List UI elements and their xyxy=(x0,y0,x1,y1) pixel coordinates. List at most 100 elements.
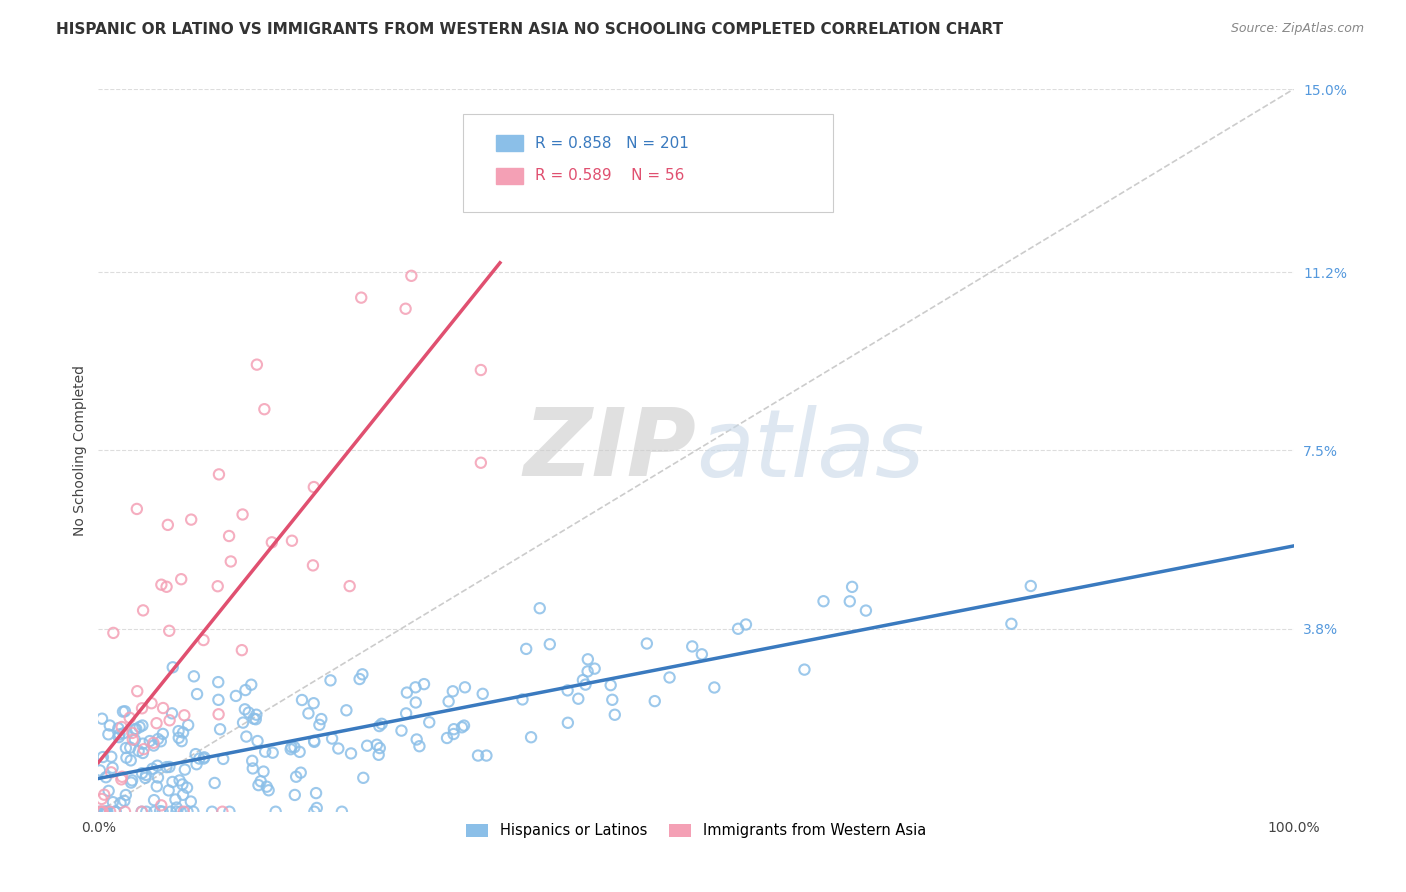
Point xyxy=(120,753,142,767)
Point xyxy=(453,718,475,732)
Point xyxy=(413,677,436,691)
Point xyxy=(302,733,325,747)
Point xyxy=(193,751,215,765)
Point xyxy=(135,768,157,782)
Point xyxy=(110,796,132,810)
Point xyxy=(231,643,253,657)
Point xyxy=(157,624,180,638)
Point xyxy=(143,805,166,819)
Point xyxy=(356,739,378,753)
Point xyxy=(408,739,430,754)
Point xyxy=(441,684,464,698)
Point xyxy=(110,772,132,787)
Point xyxy=(97,784,120,798)
Point xyxy=(124,732,146,747)
Point xyxy=(89,805,111,819)
Point xyxy=(249,774,271,789)
Point xyxy=(176,780,198,795)
Point xyxy=(520,730,543,744)
Point xyxy=(155,580,177,594)
Point xyxy=(793,663,815,677)
Point xyxy=(127,684,149,698)
Point xyxy=(208,467,231,482)
Point xyxy=(131,718,153,732)
Point xyxy=(207,579,229,593)
Point xyxy=(257,783,280,797)
Point xyxy=(94,770,117,784)
Point xyxy=(603,707,626,722)
Point xyxy=(330,805,353,819)
Point xyxy=(101,761,124,775)
Point xyxy=(727,622,749,636)
Point xyxy=(128,744,150,758)
Point xyxy=(567,691,589,706)
Point xyxy=(538,637,561,651)
Point xyxy=(146,771,169,785)
Point xyxy=(280,742,302,756)
Point xyxy=(246,358,269,372)
Point xyxy=(131,701,153,715)
Point xyxy=(391,723,413,738)
Point xyxy=(242,712,264,726)
Point xyxy=(352,771,374,785)
Point xyxy=(173,763,195,777)
Point xyxy=(193,633,215,648)
Point xyxy=(515,641,537,656)
Point xyxy=(219,554,242,568)
Point xyxy=(235,683,257,698)
Point xyxy=(120,740,142,755)
Point xyxy=(93,805,115,819)
Point xyxy=(436,731,458,745)
Point xyxy=(104,805,127,819)
Point xyxy=(149,804,172,818)
Point xyxy=(703,681,725,695)
Point xyxy=(576,652,599,666)
Point xyxy=(90,792,112,806)
Point xyxy=(143,793,166,807)
Point xyxy=(247,778,270,792)
Point xyxy=(470,363,492,377)
Point xyxy=(114,704,136,718)
Point xyxy=(290,765,312,780)
Point xyxy=(405,696,427,710)
Point xyxy=(162,775,184,789)
Point xyxy=(135,805,157,819)
Point xyxy=(600,693,623,707)
Point xyxy=(152,701,174,715)
Point xyxy=(131,805,153,819)
Point xyxy=(319,673,342,688)
Point xyxy=(128,720,150,734)
Point xyxy=(186,687,208,701)
Point xyxy=(367,747,389,762)
Point xyxy=(218,529,240,543)
Text: Source: ZipAtlas.com: Source: ZipAtlas.com xyxy=(1230,22,1364,36)
Point xyxy=(225,689,247,703)
Point xyxy=(159,714,181,728)
Point xyxy=(451,720,474,734)
Point xyxy=(260,535,283,549)
Point xyxy=(335,703,357,717)
Point xyxy=(681,640,703,654)
Point xyxy=(134,771,156,785)
Point xyxy=(735,617,758,632)
Point xyxy=(204,776,226,790)
Point xyxy=(183,669,205,683)
Point xyxy=(572,673,595,687)
Point xyxy=(370,716,392,731)
Point xyxy=(152,805,174,819)
Point xyxy=(146,780,169,794)
Point xyxy=(98,718,121,732)
Point xyxy=(232,715,254,730)
Point xyxy=(112,726,135,740)
Point xyxy=(574,678,596,692)
Point xyxy=(218,805,240,819)
Point xyxy=(235,730,257,744)
Point xyxy=(471,687,494,701)
Point xyxy=(120,775,142,789)
Point xyxy=(394,301,416,316)
Point xyxy=(159,805,181,819)
Point xyxy=(475,748,498,763)
Point xyxy=(576,665,599,679)
Point xyxy=(104,805,127,819)
Point xyxy=(405,681,427,695)
